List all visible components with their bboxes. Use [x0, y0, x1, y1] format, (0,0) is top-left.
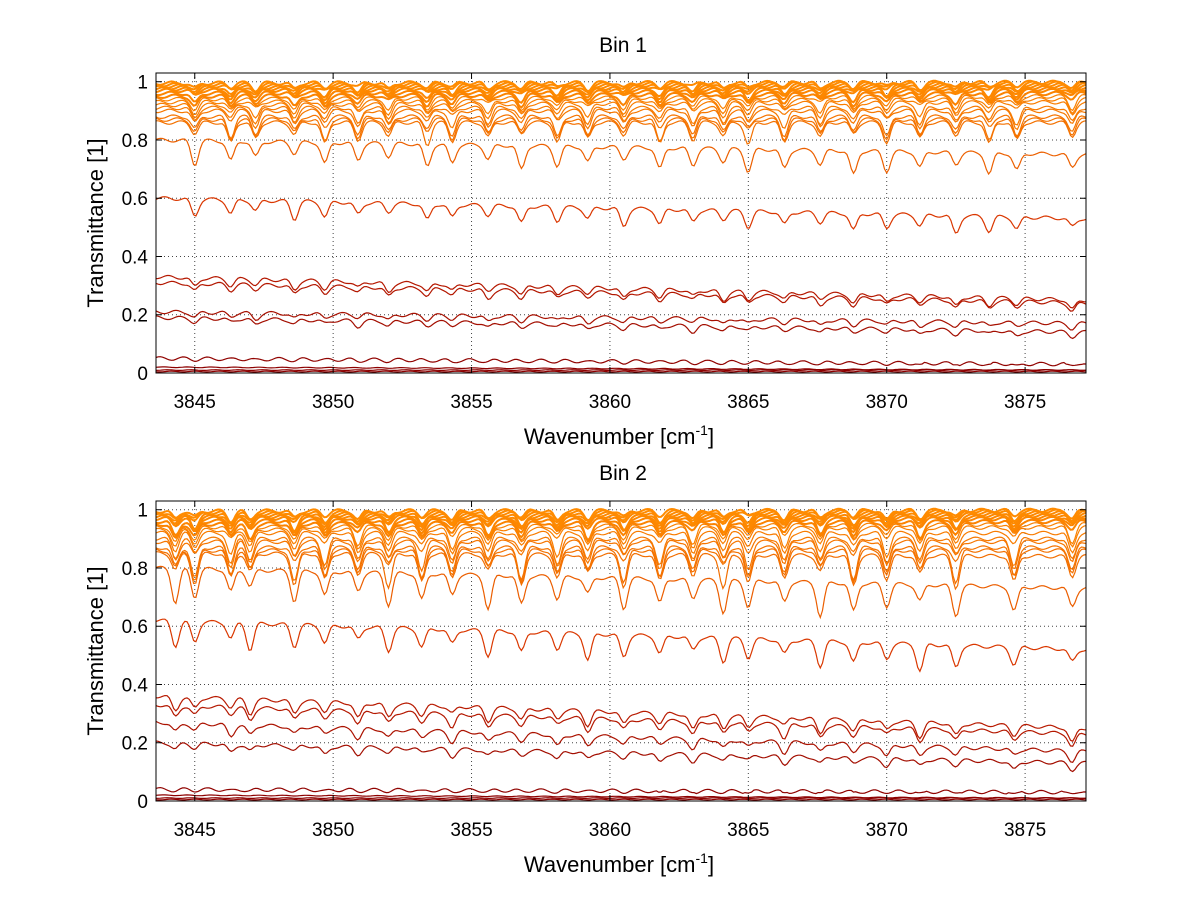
series-line — [155, 798, 1087, 801]
chart-panel-2: 3845 3850 3855 3860 3865 3870 3875 0 0.2 0.4 0.6 0.… — [83, 462, 1087, 877]
chart-title: Bin 2 — [599, 462, 647, 485]
y-tick-label: 0.8 — [122, 559, 148, 580]
x-tick-label: 3845 — [174, 392, 216, 413]
series-line — [155, 315, 1087, 340]
series-line — [155, 356, 1087, 367]
series-line — [155, 93, 1087, 112]
series-line — [155, 114, 1087, 140]
y-tick-label: 0 — [137, 792, 148, 813]
series-line — [155, 507, 1087, 524]
x-tick-label: 3860 — [589, 392, 631, 413]
series-line — [155, 524, 1087, 551]
series-line — [155, 309, 1087, 331]
series-line — [155, 694, 1087, 742]
series-line — [155, 99, 1087, 121]
series-line — [155, 565, 1087, 620]
x-tick-label: 3855 — [450, 392, 492, 413]
x-tick-label: 3860 — [589, 820, 631, 841]
series-line — [155, 117, 1087, 142]
x-tick-label: 3870 — [866, 820, 908, 841]
series-line — [155, 704, 1087, 747]
series-line — [155, 536, 1087, 568]
series-line — [155, 539, 1087, 573]
x-tick-label: 3845 — [174, 820, 216, 841]
series-line — [155, 274, 1087, 309]
x-tick-label: 3875 — [1004, 392, 1046, 413]
y-tick-label: 0.4 — [122, 675, 149, 696]
x-tick-label: 3865 — [727, 392, 769, 413]
y-tick-label: 0 — [137, 364, 148, 385]
y-tick-label: 0.4 — [122, 247, 149, 268]
series-line — [155, 90, 1087, 109]
x-tick-label: 3870 — [866, 392, 908, 413]
y-axis-label: Transmittance [1] — [83, 566, 108, 735]
series-line — [155, 105, 1087, 126]
y-tick-label: 0.6 — [122, 617, 148, 638]
y-tick-label: 1 — [137, 73, 148, 94]
series-line — [155, 530, 1087, 559]
series-line — [155, 370, 1087, 373]
chart-panel-1: 3845 3850 3855 3860 3865 3870 3875 0 0.2 0.4 0.6 0.… — [83, 34, 1087, 449]
plot-frame — [155, 500, 1087, 802]
y-tick-label: 0.2 — [122, 734, 148, 755]
series-line — [155, 96, 1087, 116]
y-tick-label: 0.2 — [122, 306, 148, 327]
y-axis-label: Transmittance [1] — [83, 138, 108, 307]
y-tick-label: 1 — [137, 501, 148, 522]
x-tick-label: 3875 — [1004, 820, 1046, 841]
series-line — [155, 740, 1087, 773]
series-line — [155, 280, 1087, 312]
x-axis-label: Wavenumber [cm-1] — [524, 422, 714, 449]
series-line — [155, 508, 1087, 525]
x-tick-label: 3850 — [312, 820, 354, 841]
series-line — [155, 618, 1087, 673]
series-line — [155, 196, 1087, 234]
series-line — [156, 120, 1087, 147]
x-axis-label: Wavenumber [cm-1] — [524, 850, 714, 877]
series-line — [155, 80, 1087, 94]
series-line — [155, 551, 1087, 591]
x-tick-label: 3850 — [312, 392, 354, 413]
series-line — [155, 794, 1087, 799]
series-line — [155, 518, 1087, 542]
series-line — [155, 81, 1086, 97]
y-tick-label: 0.6 — [122, 189, 148, 210]
x-tick-label: 3865 — [727, 820, 769, 841]
chart-title: Bin 1 — [599, 34, 647, 57]
x-tick-label: 3855 — [450, 820, 492, 841]
series-line — [155, 509, 1086, 526]
series-line — [155, 515, 1087, 538]
series-line — [155, 521, 1087, 548]
series-line — [155, 786, 1087, 795]
plot-frame — [155, 72, 1087, 374]
series-line — [155, 87, 1087, 105]
series-line — [155, 720, 1087, 763]
series-line — [155, 545, 1087, 583]
series-line — [155, 108, 1087, 131]
series-line — [155, 548, 1087, 585]
y-tick-label: 0.8 — [122, 131, 148, 152]
series-line — [155, 79, 1087, 94]
series-line — [155, 137, 1087, 176]
series-line — [155, 366, 1087, 371]
